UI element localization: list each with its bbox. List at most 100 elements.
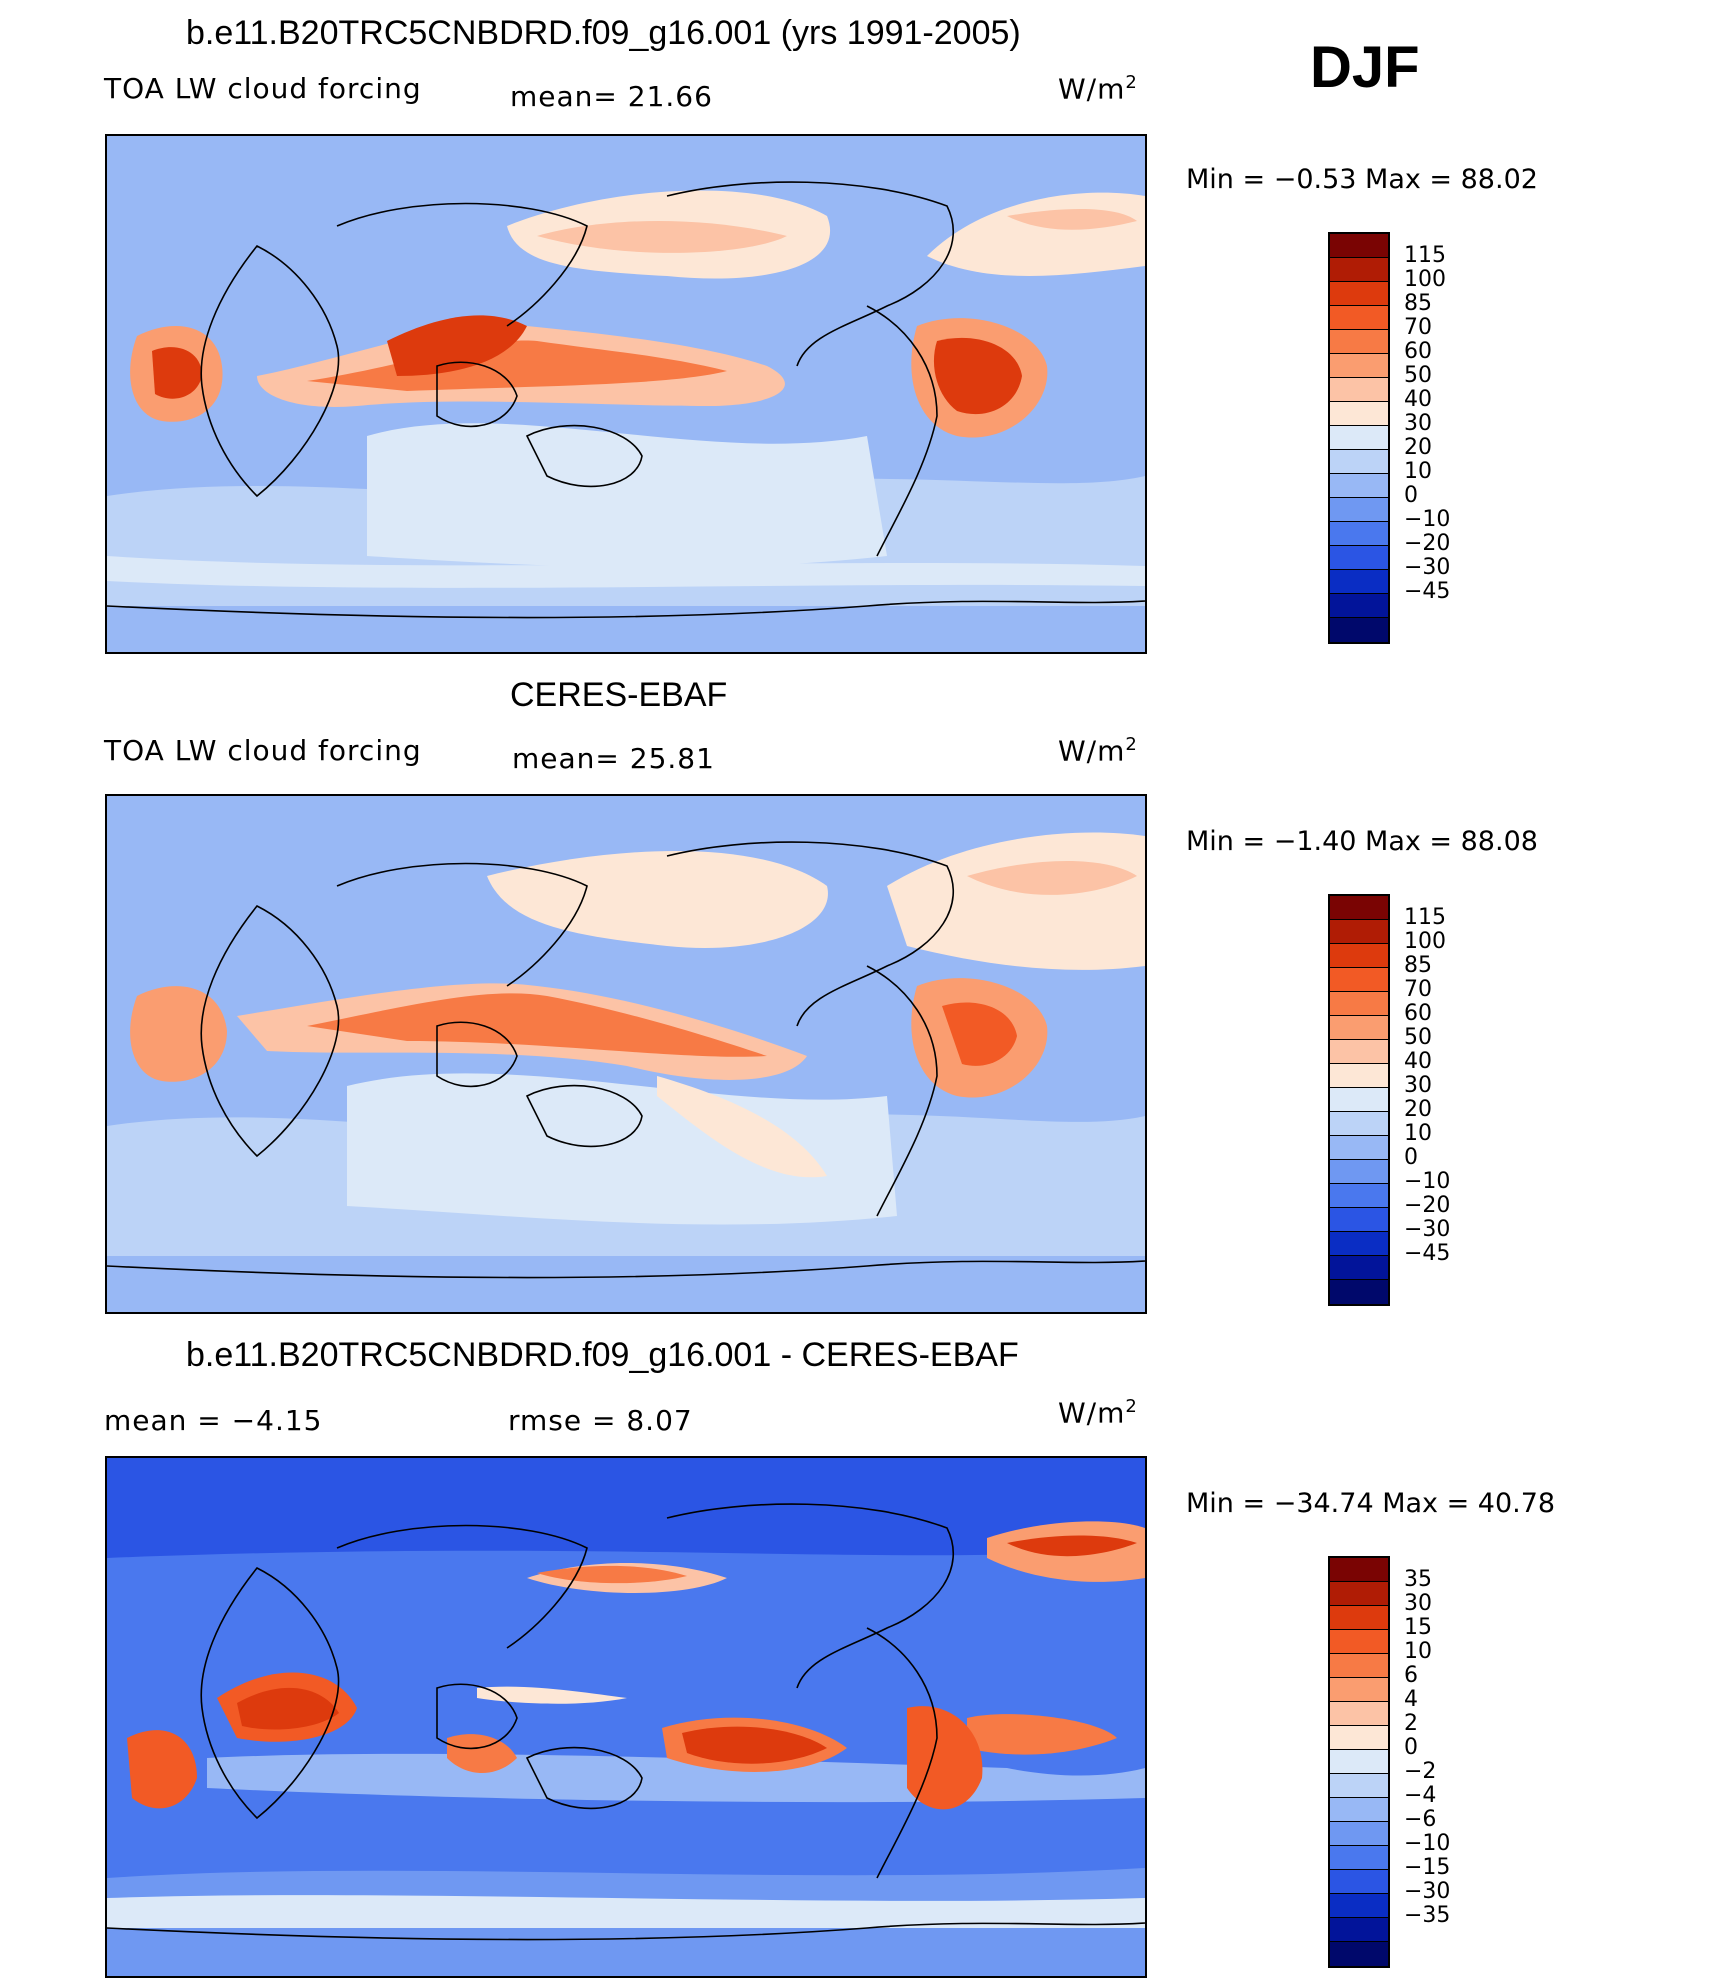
colorbar-swatch	[1330, 1726, 1388, 1750]
panel-2-colorbar	[1328, 894, 1390, 1306]
colorbar-tick-label: 0	[1404, 1735, 1418, 1760]
colorbar-swatch	[1330, 1088, 1388, 1112]
panel-2-map-svg	[107, 796, 1145, 1312]
colorbar-swatch	[1330, 1870, 1388, 1894]
colorbar-tick-label: −10	[1404, 1831, 1451, 1856]
colorbar-tick-label: 35	[1404, 1567, 1432, 1592]
colorbar-tick-label: 60	[1404, 339, 1432, 364]
colorbar-swatch	[1330, 402, 1388, 426]
panel-1-colorbar	[1328, 232, 1390, 644]
colorbar-tick-label: 10	[1404, 1639, 1432, 1664]
colorbar-swatch	[1330, 354, 1388, 378]
colorbar-swatch	[1330, 570, 1388, 594]
colorbar-tick-label: 0	[1404, 1145, 1418, 1170]
colorbar-swatch	[1330, 1136, 1388, 1160]
season-label: DJF	[1310, 35, 1420, 100]
colorbar-swatch	[1330, 1774, 1388, 1798]
colorbar-tick-label: 60	[1404, 1001, 1432, 1026]
colorbar-swatch	[1330, 258, 1388, 282]
colorbar-swatch	[1330, 968, 1388, 992]
colorbar-tick-label: −30	[1404, 555, 1451, 580]
colorbar-tick-label: 10	[1404, 459, 1432, 484]
colorbar-swatch	[1330, 234, 1388, 258]
colorbar-tick-label: −10	[1404, 1169, 1451, 1194]
colorbar-tick-label: −20	[1404, 1193, 1451, 1218]
panel-3-title: b.e11.B20TRC5CNBDRD.f09_g16.001 - CERES-…	[186, 1336, 1019, 1374]
colorbar-swatch	[1330, 1846, 1388, 1870]
colorbar-tick-label: −4	[1404, 1783, 1437, 1808]
colorbar-tick-label: 15	[1404, 1615, 1432, 1640]
colorbar-tick-label: −2	[1404, 1759, 1437, 1784]
panel-3-mean: mean = −4.15	[104, 1404, 323, 1437]
colorbar-tick-label: −45	[1404, 1241, 1451, 1266]
colorbar-tick-label: −10	[1404, 507, 1451, 532]
colorbar-swatch	[1330, 1894, 1388, 1918]
colorbar-swatch	[1330, 1064, 1388, 1088]
panel-3-rmse: rmse = 8.07	[508, 1404, 693, 1437]
colorbar-swatch	[1330, 1208, 1388, 1232]
colorbar-swatch	[1330, 1750, 1388, 1774]
colorbar-tick-label: 40	[1404, 387, 1432, 412]
colorbar-tick-label: −45	[1404, 579, 1451, 604]
panel-2-variable-label: TOA LW cloud forcing	[104, 734, 422, 767]
colorbar-swatch	[1330, 1822, 1388, 1846]
panel-1-mean: mean= 21.66	[510, 80, 713, 113]
panel-1-minmax: Min = −0.53 Max = 88.02	[1186, 164, 1538, 195]
colorbar-swatch	[1330, 1160, 1388, 1184]
panel-3-map	[105, 1456, 1147, 1978]
colorbar-tick-label: 40	[1404, 1049, 1432, 1074]
colorbar-swatch	[1330, 546, 1388, 570]
colorbar-tick-label: −30	[1404, 1879, 1451, 1904]
panel-1-title: b.e11.B20TRC5CNBDRD.f09_g16.001 (yrs 199…	[186, 14, 1021, 52]
colorbar-swatch	[1330, 920, 1388, 944]
colorbar-tick-label: 100	[1404, 267, 1446, 292]
colorbar-swatch	[1330, 1798, 1388, 1822]
colorbar-tick-label: 50	[1404, 363, 1432, 388]
colorbar-swatch	[1330, 306, 1388, 330]
colorbar-tick-label: −15	[1404, 1855, 1451, 1880]
colorbar-tick-label: 70	[1404, 977, 1432, 1002]
colorbar-swatch	[1330, 426, 1388, 450]
colorbar-tick-label: 115	[1404, 905, 1446, 930]
colorbar-swatch	[1330, 330, 1388, 354]
colorbar-tick-label: 20	[1404, 1097, 1432, 1122]
colorbar-tick-label: 70	[1404, 315, 1432, 340]
colorbar-swatch	[1330, 992, 1388, 1016]
colorbar-tick-label: 2	[1404, 1711, 1418, 1736]
colorbar-swatch	[1330, 1630, 1388, 1654]
colorbar-swatch	[1330, 944, 1388, 968]
colorbar-tick-label: −20	[1404, 531, 1451, 556]
colorbar-swatch	[1330, 1654, 1388, 1678]
colorbar-tick-label: −35	[1404, 1903, 1451, 1928]
colorbar-tick-label: 20	[1404, 435, 1432, 460]
panel-1-map-svg	[107, 136, 1145, 652]
colorbar-swatch	[1330, 498, 1388, 522]
colorbar-tick-label: 115	[1404, 243, 1446, 268]
colorbar-tick-label: 100	[1404, 929, 1446, 954]
colorbar-swatch	[1330, 1040, 1388, 1064]
panel-2-map	[105, 794, 1147, 1314]
colorbar-tick-label: 30	[1404, 1591, 1432, 1616]
panel-3-units: W/m2	[1058, 1396, 1138, 1430]
colorbar-swatch	[1330, 1232, 1388, 1256]
colorbar-swatch	[1330, 282, 1388, 306]
colorbar-swatch	[1330, 1280, 1388, 1304]
colorbar-swatch	[1330, 1256, 1388, 1280]
panel-1-units: W/m2	[1058, 72, 1138, 106]
colorbar-tick-label: 0	[1404, 483, 1418, 508]
panel-1-map	[105, 134, 1147, 654]
colorbar-swatch	[1330, 1918, 1388, 1942]
colorbar-swatch	[1330, 1184, 1388, 1208]
panel-3-minmax: Min = −34.74 Max = 40.78	[1186, 1488, 1556, 1519]
colorbar-swatch	[1330, 1678, 1388, 1702]
colorbar-tick-label: −6	[1404, 1807, 1437, 1832]
colorbar-swatch	[1330, 378, 1388, 402]
panel-3-colorbar	[1328, 1556, 1390, 1968]
colorbar-swatch	[1330, 1606, 1388, 1630]
panel-2-mean: mean= 25.81	[512, 742, 715, 775]
colorbar-swatch	[1330, 450, 1388, 474]
colorbar-swatch	[1330, 1582, 1388, 1606]
colorbar-tick-label: 4	[1404, 1687, 1418, 1712]
colorbar-swatch	[1330, 474, 1388, 498]
panel-2-title: CERES-EBAF	[510, 676, 728, 714]
